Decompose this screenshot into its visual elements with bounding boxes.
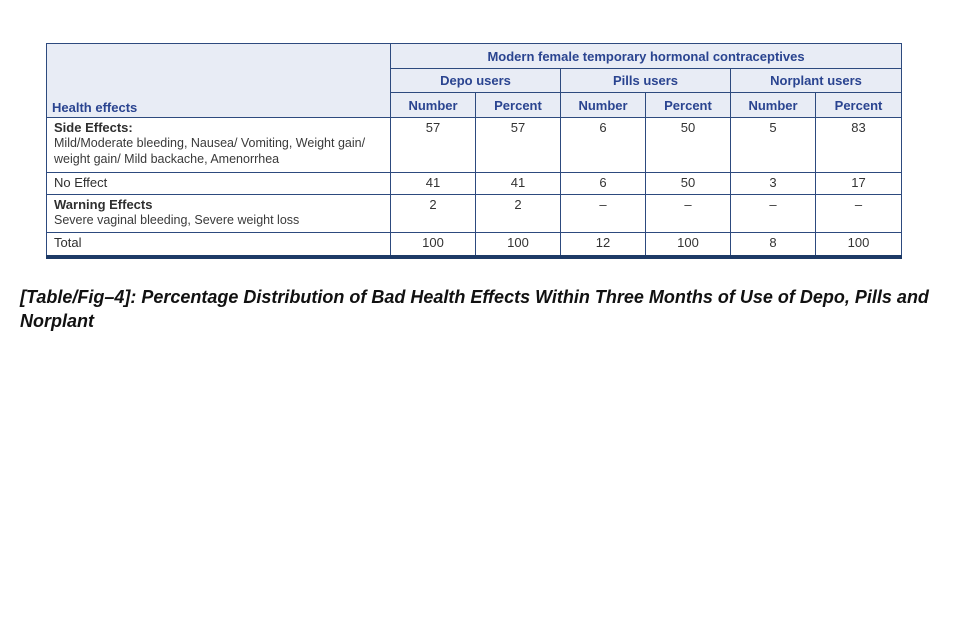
row-description: Mild/Moderate bleeding, Nausea/ Vomiting… xyxy=(54,136,366,166)
row-title: No Effect xyxy=(54,175,108,190)
subheader-norplant-percent: Percent xyxy=(814,92,903,118)
table-cell-value: 6 xyxy=(560,117,646,173)
table-figure: Health effects Modern female temporary h… xyxy=(46,43,903,259)
table-cell-value: 8 xyxy=(730,232,816,257)
row-label: Total xyxy=(46,232,391,257)
row-title: Total xyxy=(54,235,82,250)
row-title: Warning Effects xyxy=(54,197,153,212)
table-cell-value: 6 xyxy=(560,172,646,195)
table-cell-value: 12 xyxy=(560,232,646,257)
header-row-groups: Depo users Pills users Norplant users xyxy=(47,68,903,93)
table-cell-value: 83 xyxy=(814,117,903,173)
table-cell-value: 57 xyxy=(475,117,561,173)
group-header-pills: Pills users xyxy=(560,68,731,93)
row-title: Side Effects: xyxy=(54,120,133,135)
table-cell-value: 100 xyxy=(814,232,903,257)
table-cell-value: 100 xyxy=(475,232,561,257)
group-header-depo: Depo users xyxy=(390,68,561,93)
table-body: Side Effects: Mild/Moderate bleeding, Nau… xyxy=(46,117,903,257)
table-cell-value: 41 xyxy=(390,172,476,195)
table-cell-value: – xyxy=(814,194,903,233)
subheader-norplant-number: Number xyxy=(730,92,816,118)
table-cell-value: 50 xyxy=(645,172,731,195)
table-cell-value: 100 xyxy=(645,232,731,257)
row-description: Severe vaginal bleeding, Severe weight l… xyxy=(54,213,300,227)
row-label: Side Effects: Mild/Moderate bleeding, Nau… xyxy=(46,117,391,173)
table-cell-value: 3 xyxy=(730,172,816,195)
table-cell-value: 17 xyxy=(814,172,903,195)
contraceptives-effects-table: Health effects Modern female temporary h… xyxy=(46,43,903,259)
subheader-depo-percent: Percent xyxy=(475,92,561,118)
table-row: Warning Effects Severe vaginal bleeding, … xyxy=(46,194,903,233)
table-cell-value: 50 xyxy=(645,117,731,173)
subheader-pills-percent: Percent xyxy=(645,92,731,118)
table-cell-value: – xyxy=(645,194,731,233)
table-cell-value: 57 xyxy=(390,117,476,173)
row-label: No Effect xyxy=(46,172,391,195)
subheader-pills-number: Number xyxy=(560,92,646,118)
header-row-measures: Number Percent Number Percent Number Per… xyxy=(47,92,903,118)
group-header-norplant: Norplant users xyxy=(729,68,903,93)
row-label: Warning Effects Severe vaginal bleeding, … xyxy=(46,194,391,233)
table-row: Total 100 100 12 100 8 100 xyxy=(46,232,903,257)
header-row-top: Health effects Modern female temporary h… xyxy=(46,43,903,118)
table-cell-value: 100 xyxy=(390,232,476,257)
table-cell-value: 5 xyxy=(730,117,816,173)
table-caption: [Table/Fig–4]: Percentage Distribution o… xyxy=(20,287,929,332)
top-span-header: Modern female temporary hormonal contrac… xyxy=(389,43,903,69)
table-cell-value: – xyxy=(560,194,646,233)
table-cell-value: 41 xyxy=(475,172,561,195)
table-row: No Effect 41 41 6 50 3 17 xyxy=(46,172,903,195)
subheader-depo-number: Number xyxy=(390,92,476,118)
table-cell-value: 2 xyxy=(475,194,561,233)
table-header: Health effects Modern female temporary h… xyxy=(46,43,903,118)
table-cell-value: – xyxy=(730,194,816,233)
health-effects-column-header: Health effects xyxy=(46,43,391,118)
table-cell-value: 2 xyxy=(390,194,476,233)
table-row: Side Effects: Mild/Moderate bleeding, Nau… xyxy=(46,117,903,173)
